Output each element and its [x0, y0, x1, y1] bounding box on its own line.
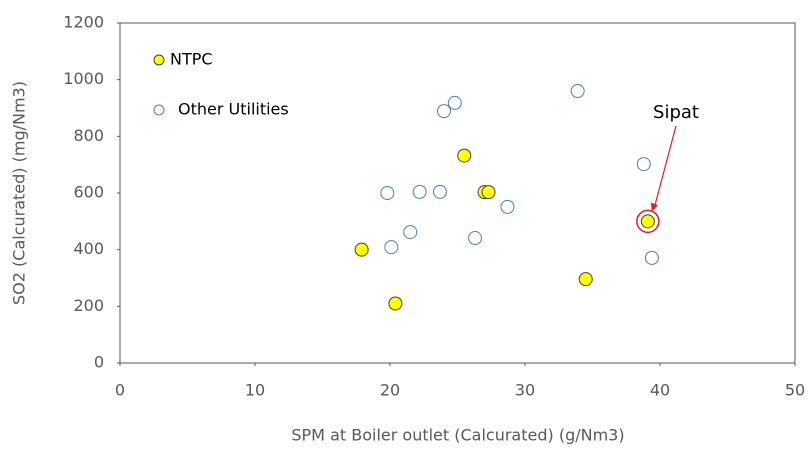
point — [468, 231, 483, 246]
x-tick-label: 40 — [650, 381, 670, 400]
point — [644, 250, 659, 265]
x-tick-label: 20 — [380, 381, 400, 400]
annotation: Sipat — [653, 102, 699, 123]
legend-marker — [153, 104, 165, 116]
y-tick-label: 1000 — [63, 69, 104, 88]
point — [500, 199, 515, 214]
legend-label: NTPC — [170, 50, 213, 69]
point — [412, 184, 427, 199]
x-tick-label: 30 — [515, 381, 535, 400]
point — [403, 225, 418, 240]
point — [570, 84, 585, 98]
point — [380, 186, 395, 200]
y-axis-label: SO2 (Calcurated) (mg/Nm3) — [10, 81, 29, 305]
y-tick-label: 400 — [73, 239, 104, 258]
point — [354, 242, 369, 257]
legend-label: Other Utilities — [178, 100, 289, 119]
point — [384, 240, 399, 255]
point — [481, 185, 496, 200]
y-tick-label: 800 — [73, 126, 104, 145]
y-tick-label: 200 — [73, 296, 104, 315]
point — [432, 184, 447, 199]
x-tick-label: 10 — [245, 381, 265, 400]
point — [640, 214, 655, 229]
plot-area — [119, 22, 796, 364]
y-tick-label: 1200 — [63, 13, 104, 32]
arrow-head — [650, 202, 658, 212]
y-tick-label: 600 — [73, 183, 104, 202]
annotation-arrow — [653, 125, 677, 210]
x-tick-label: 0 — [115, 381, 125, 400]
point — [578, 272, 593, 287]
point — [636, 157, 651, 172]
point — [457, 148, 472, 163]
point — [388, 296, 403, 311]
point — [447, 95, 462, 110]
highlight-ring — [636, 209, 660, 234]
x-tick-label: 50 — [785, 381, 805, 400]
y-tick-label: 0 — [94, 353, 104, 372]
x-axis-label: SPM at Boiler outlet (Calcurated) (g/Nm3… — [291, 426, 624, 445]
legend-marker — [153, 54, 165, 66]
point — [437, 104, 451, 119]
